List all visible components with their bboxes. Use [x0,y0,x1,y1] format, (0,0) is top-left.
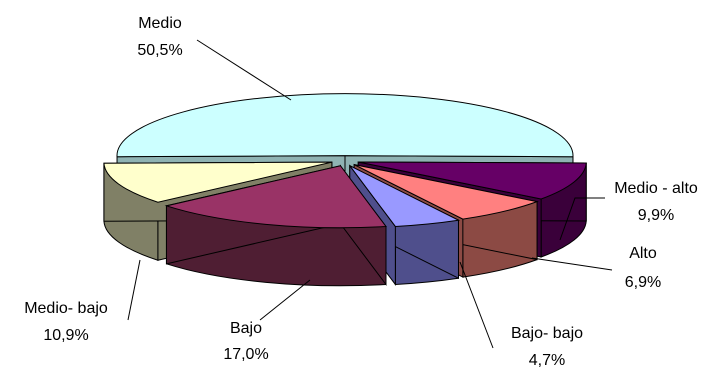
slice-top-bajo [164,165,387,229]
label-medio-bajo-name: Medio- bajo [24,300,108,317]
label-medio-value: 50,5% [137,42,182,59]
label-medio-alto-name: Medio - alto [614,180,698,197]
leader-line-bajo [259,279,311,321]
label-bajo-value: 17,0% [223,346,268,363]
slice-top-alto [353,164,539,220]
slice-top-medio-bajo [103,161,333,203]
leader-lines [127,39,613,349]
leader-line-alto [531,257,613,271]
leader-line-bajo-bajo [459,261,494,349]
slice-top-medio-alto [358,161,587,200]
pie-slices [103,93,587,287]
label-bajo-name: Bajo [230,320,262,337]
label-bajo-bajo-name: Bajo- bajo [511,325,583,342]
label-medio-bajo-value: 10,9% [43,327,88,344]
label-alto-value: 6,9% [625,274,661,291]
label-bajo-bajo-value: 4,7% [529,352,565,369]
slice-top-medio [116,93,574,158]
label-medio-name: Medio [138,15,182,32]
slice-labels: Medio 50,5% Medio - alto 9,9% Alto 6,9% … [24,15,698,369]
slice-top-bajo-bajo [349,165,461,227]
slice-bajo [164,164,387,287]
label-alto-name: Alto [629,245,657,262]
leader-line-medio [196,39,292,101]
leader-line-medio-bajo [127,259,141,321]
label-medio-alto-value: 9,9% [638,207,674,224]
leader-line-medio-alto [559,197,605,241]
